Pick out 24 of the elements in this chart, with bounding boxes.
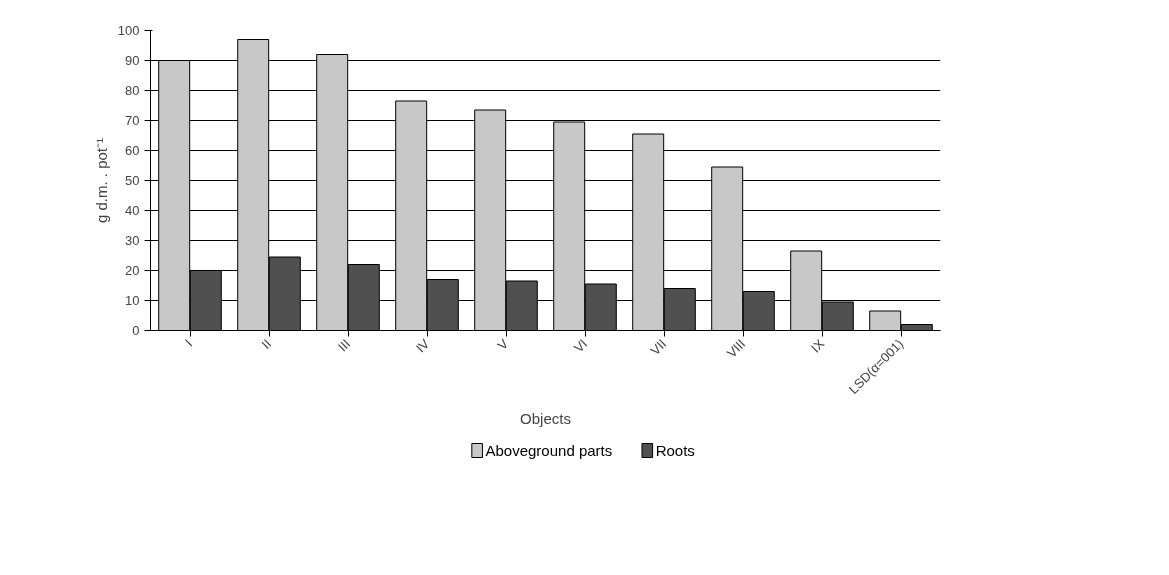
y-tick-label: 30 <box>125 233 140 248</box>
x-tick-label: VI <box>571 336 591 356</box>
y-tick-label: 80 <box>125 83 140 98</box>
y-tick-label: 100 <box>117 23 140 38</box>
y-tick-label: 10 <box>125 293 140 308</box>
y-tick-label: 60 <box>125 143 140 158</box>
x-tick-label: V <box>494 335 512 353</box>
y-tick-label: 0 <box>132 323 140 338</box>
y-axis-title: g d.m. . pot⁻¹ <box>92 137 110 224</box>
x-axis-title: Objects <box>520 410 571 428</box>
y-tick-label: 90 <box>125 53 140 68</box>
x-tick-label: VII <box>647 336 670 359</box>
x-tick-label: II <box>258 336 275 352</box>
x-tick-label: I <box>182 336 196 350</box>
x-tick-label: IX <box>808 335 828 356</box>
legend-label: Aboveground parts <box>485 442 613 459</box>
y-tick-label: 40 <box>125 203 140 218</box>
y-tick-label: 70 <box>125 113 140 128</box>
y-tick-label: 20 <box>125 263 140 278</box>
x-tick-label: III <box>335 336 354 355</box>
y-tick-label: 50 <box>125 173 140 188</box>
x-tick-label: IV <box>413 335 433 356</box>
legend-label: Roots <box>655 442 695 459</box>
x-tick-label: VIII <box>723 336 749 361</box>
